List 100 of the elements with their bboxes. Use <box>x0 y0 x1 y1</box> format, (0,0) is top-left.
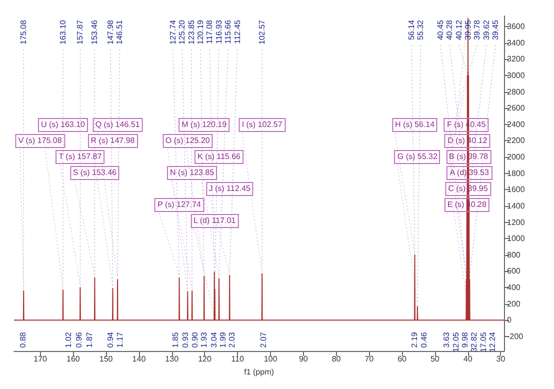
x-tick-label: 80 <box>332 354 342 364</box>
annotation: 12.24 <box>488 332 498 352</box>
annotation: 146.51 <box>115 19 124 44</box>
y-tick-label: 3400 <box>507 38 526 48</box>
y-tick-label: 3200 <box>507 54 526 64</box>
annotation: 102.57 <box>258 19 267 44</box>
annotation: 0.96 <box>74 332 84 348</box>
y-tick-label: 400 <box>507 283 521 292</box>
annotation: R (s) 147.98 <box>88 134 138 148</box>
annotation: P (s) 127.74 <box>154 198 204 212</box>
annotation: U (s) 163.10 <box>38 118 88 132</box>
annotation: 2.03 <box>228 332 237 348</box>
annotation: 115.66 <box>224 19 233 44</box>
annotation: 163.10 <box>58 19 68 44</box>
annotation: 157.87 <box>76 19 85 44</box>
y-tick-label: 1800 <box>507 168 526 178</box>
y-tick-label: 1200 <box>507 218 526 227</box>
y-tick-label: 2400 <box>507 120 526 129</box>
annotation: 56.14 <box>406 19 416 40</box>
annotation: J (s) 112.45 <box>206 182 254 196</box>
x-tick-label: 110 <box>231 354 245 364</box>
annotation: 0.90 <box>190 332 200 348</box>
annotation: 0.88 <box>18 332 28 348</box>
annotation: S (s) 153.46 <box>70 166 120 180</box>
x-axis-title: f1 (ppm) <box>244 368 274 376</box>
x-tick-label: 50 <box>430 354 440 364</box>
y-tick-label: 3600 <box>507 22 526 32</box>
annotation: 40.12 <box>454 19 464 40</box>
y-tick-label: 2600 <box>507 104 526 113</box>
y-tick-label: 2200 <box>507 136 526 146</box>
annotation: 55.32 <box>416 19 426 40</box>
annotation: V (s) 175.08 <box>15 134 65 148</box>
annotation: 12.05 <box>451 332 460 352</box>
x-tick-label: 140 <box>132 354 146 364</box>
annotation: I (s) 102.57 <box>238 118 286 132</box>
annotation: Q (s) 146.51 <box>92 118 143 132</box>
annotation: 120.19 <box>196 19 206 44</box>
annotation: 123.85 <box>186 19 196 44</box>
annotation: 0.94 <box>106 332 115 348</box>
x-tick-label: 60 <box>398 354 408 364</box>
y-tick-label: 1600 <box>507 185 526 194</box>
y-tick-label: 2800 <box>507 87 526 96</box>
y-tick-label: 800 <box>507 250 521 260</box>
annotation: A (d) 39.53 <box>446 166 492 180</box>
annotation: 39.78 <box>472 19 482 40</box>
annotation: 0.46 <box>419 332 428 348</box>
annotation: N (s) 123.85 <box>167 166 218 180</box>
annotation: 1.93 <box>199 332 208 348</box>
line-series <box>14 18 504 321</box>
x-tick-label: 150 <box>99 354 114 364</box>
annotation: 125.20 <box>178 19 187 44</box>
annotation: 117.08 <box>205 19 214 44</box>
annotation: 112.45 <box>232 19 242 44</box>
annotation: 39.62 <box>482 19 491 40</box>
annotation: 153.46 <box>90 19 100 44</box>
annotation: 17.05 <box>478 332 488 352</box>
y-tick-label: 1400 <box>507 201 526 210</box>
annotation: 127.74 <box>168 19 178 44</box>
x-tick-label: 40 <box>463 354 473 364</box>
annotation: 3.63 <box>442 332 452 348</box>
x-tick-label: 30 <box>496 354 506 364</box>
annotation: 1.85 <box>170 332 180 348</box>
annotation: 3.04 <box>209 332 218 348</box>
y-tick-label: 600 <box>507 266 521 276</box>
annotation: 1.99 <box>218 332 228 348</box>
annotation: 9.98 <box>460 332 470 348</box>
annotation: 147.98 <box>106 19 116 44</box>
y-tick-label: -200 <box>507 332 524 341</box>
y-tick-label: 3000 <box>507 71 526 80</box>
annotation: 1.02 <box>64 332 74 348</box>
y-tick-label: 200 <box>507 299 521 308</box>
x-tick-label: 170 <box>34 354 48 364</box>
y-tick-label: 0 <box>507 316 512 325</box>
x-tick-label: 130 <box>165 354 180 364</box>
x-tick-label: 90 <box>298 354 308 364</box>
annotation: 39.95 <box>463 19 472 40</box>
annotation: 1.17 <box>115 332 124 348</box>
y-tick-label: 2000 <box>507 152 526 162</box>
annotation: L (d) 117.01 <box>190 214 239 228</box>
y-tick-label: 1000 <box>507 234 526 244</box>
annotation: 0.93 <box>181 332 190 348</box>
annotation: 2.07 <box>259 332 268 348</box>
annotation: 40.28 <box>445 19 454 40</box>
annotation: T (s) 157.87 <box>56 150 105 164</box>
annotation: 39.45 <box>491 19 500 40</box>
annotation: 32.82 <box>470 332 479 352</box>
x-tick-label: 70 <box>364 354 374 364</box>
annotation: K (s) 115.66 <box>194 150 244 164</box>
annotation: 1.87 <box>84 332 94 348</box>
annotation: M (s) 120.19 <box>178 118 230 132</box>
annotation: 40.45 <box>436 19 445 40</box>
annotation: 175.08 <box>19 19 28 44</box>
x-tick-label: 100 <box>264 354 278 364</box>
annotation: G (s) 55.32 <box>394 150 440 164</box>
annotation: O (s) 125.20 <box>162 134 213 148</box>
x-tick-label: 120 <box>198 354 212 364</box>
x-tick-label: 160 <box>66 354 80 364</box>
annotation: 2.19 <box>410 332 420 348</box>
annotation: 116.93 <box>214 19 224 44</box>
annotation: H (s) 56.14 <box>392 118 438 132</box>
